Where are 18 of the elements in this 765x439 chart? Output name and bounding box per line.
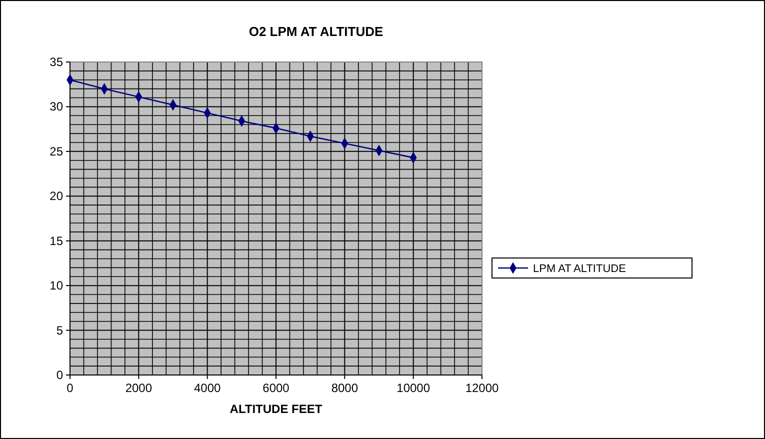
chart-title: O2 LPM AT ALTITUDE: [248, 24, 384, 39]
x-tick-label: 2000: [125, 381, 152, 395]
x-tick-label: 0: [66, 381, 74, 395]
y-tick-label: 30: [50, 100, 64, 114]
y-tick-label: 25: [50, 144, 64, 158]
y-tick-label: 15: [50, 234, 64, 248]
x-tick-label: 8000: [331, 381, 358, 395]
x-axis-title: ALTITUDE FEET: [230, 402, 323, 416]
legend-label: LPM AT ALTITUDE: [533, 263, 626, 275]
y-tick-label: 5: [56, 323, 64, 338]
x-tick-label: 4000: [194, 381, 222, 395]
y-tick-label: 0: [56, 368, 64, 382]
y-tick-label: 20: [50, 189, 64, 204]
x-tick-label: 6000: [262, 381, 290, 395]
x-tick-label: 12000: [465, 381, 500, 395]
y-tick-label: 10: [50, 278, 64, 293]
x-tick-label: 10000: [396, 381, 430, 395]
y-tick-label: 35: [50, 55, 64, 69]
